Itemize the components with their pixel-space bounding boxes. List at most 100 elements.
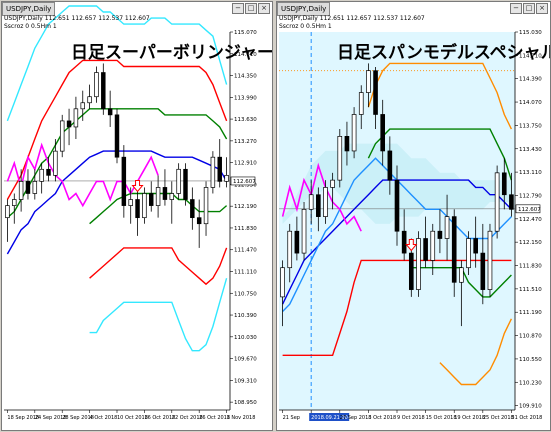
- y-tick-label: 114.710: [234, 52, 257, 58]
- candle: [473, 216, 478, 268]
- candle-body: [423, 238, 428, 261]
- candle-body: [451, 216, 457, 283]
- candle: [12, 193, 17, 224]
- x-tick-label: 24 Sep 2018: [35, 415, 67, 421]
- y-tick-label: 110.230: [519, 380, 542, 386]
- y-tick-label: 110.390: [234, 313, 257, 319]
- candle: [501, 158, 507, 210]
- candle: [287, 223, 293, 283]
- candle: [142, 187, 147, 224]
- candle: [128, 187, 133, 224]
- candle-body: [466, 238, 471, 269]
- y-tick-label: 113.630: [234, 117, 257, 123]
- candle-body: [487, 230, 493, 290]
- candle-body: [459, 267, 464, 283]
- y-tick-label: 111.110: [234, 270, 257, 276]
- candle: [149, 181, 154, 212]
- x-tick-highlight: [309, 413, 350, 421]
- series-line-upper2: [6, 5, 228, 122]
- candle: [294, 216, 300, 261]
- candle-body: [473, 238, 478, 254]
- candle: [430, 223, 436, 275]
- candle: [423, 216, 428, 268]
- x-tick-label: 28 Sep 2018: [62, 415, 94, 421]
- candle: [437, 209, 443, 254]
- candle-body: [358, 92, 364, 115]
- candle: [308, 180, 314, 224]
- candle-body: [80, 102, 85, 110]
- close-button[interactable]: ×: [258, 3, 270, 14]
- window-controls: − □ ×: [510, 3, 548, 14]
- down-arrow-icon: [405, 238, 418, 252]
- candle: [53, 139, 58, 182]
- series-line-chikou: [281, 162, 362, 232]
- candle: [380, 99, 386, 166]
- candle-body: [217, 156, 222, 182]
- candle: [509, 172, 514, 217]
- series-line-kijun: [282, 259, 512, 356]
- x-tick-label: 22 Oct 2018: [172, 415, 203, 421]
- candle: [487, 223, 493, 297]
- candle: [401, 209, 407, 261]
- x-tick-label: 16 Oct 2018: [144, 415, 175, 421]
- y-tick-label: 112.470: [519, 217, 542, 223]
- minimize-button[interactable]: −: [232, 3, 244, 14]
- close-button[interactable]: ×: [536, 3, 548, 14]
- x-tick-label: 2018.09.21 00:00: [311, 415, 356, 421]
- y-tick-label: 113.430: [519, 147, 542, 153]
- candle: [66, 108, 72, 146]
- candle: [330, 172, 335, 210]
- y-tick-label: 114.390: [519, 77, 542, 83]
- candle: [316, 187, 321, 232]
- candle-body: [301, 208, 307, 254]
- series-line-upper1: [6, 59, 228, 200]
- y-tick-label: 112.150: [519, 240, 542, 246]
- candle-body: [107, 108, 113, 116]
- candle: [344, 121, 350, 166]
- x-tick-label: 9 Oct 2018: [397, 415, 425, 421]
- maximize-button[interactable]: □: [245, 3, 257, 14]
- x-tick-label: 3 Oct 2018: [368, 415, 396, 421]
- chart-window-2[interactable]: 115.030 114.710 114.390 114.070 113.750 113.4…: [276, 1, 551, 431]
- candle-body: [39, 168, 44, 182]
- candle: [155, 175, 161, 218]
- y-tick-label: 111.510: [519, 287, 542, 293]
- candle: [323, 180, 328, 224]
- x-tick-label: 15 Oct 2018: [426, 415, 457, 421]
- candle-body: [190, 199, 195, 219]
- candle: [373, 67, 378, 130]
- y-tick-label: 110.750: [234, 291, 257, 297]
- candle: [169, 181, 175, 224]
- candle-body: [135, 199, 140, 219]
- candle-body: [337, 136, 343, 181]
- candle-body: [196, 217, 202, 225]
- current-price-badge: [515, 204, 541, 214]
- series-line-lower2: [89, 278, 228, 352]
- candle-body: [12, 199, 17, 206]
- chart-title: 日足スパンモデルスペシャル: [337, 43, 551, 63]
- candle-body: [87, 96, 92, 104]
- chart-window-1[interactable]: 115.070 114.710 114.350 113.990 113.630 113.2…: [1, 1, 273, 431]
- chart-plot-2[interactable]: 115.030 114.710 114.390 114.070 113.750 113.4…: [277, 2, 550, 430]
- candle: [87, 84, 92, 109]
- x-tick-label: 25 Oct 2018: [483, 415, 514, 421]
- candle-body: [66, 120, 72, 128]
- chart-title: 日足スーパーボリンジャー: [71, 43, 273, 63]
- window-title: USDJPY,Daily: [2, 2, 56, 16]
- candle-body: [373, 70, 378, 115]
- candle-body: [149, 193, 154, 206]
- x-tick-label: 1 Nov 2018: [227, 415, 256, 421]
- y-tick-label: 109.670: [234, 357, 257, 363]
- candle-body: [128, 199, 133, 206]
- chart-plot-1[interactable]: 115.070 114.710 114.350 113.990 113.630 113.2…: [2, 2, 272, 430]
- y-tick-label: 108.950: [234, 400, 257, 406]
- candle: [25, 169, 31, 200]
- y-tick-label: 109.310: [234, 378, 257, 384]
- maximize-button[interactable]: □: [523, 3, 535, 14]
- current-price-label: 112.607: [233, 179, 256, 185]
- candle-body: [366, 70, 371, 93]
- x-tick-label: 21 Sep: [283, 415, 300, 421]
- candle-body: [18, 181, 24, 200]
- minimize-button[interactable]: −: [510, 3, 522, 14]
- candle: [280, 260, 285, 327]
